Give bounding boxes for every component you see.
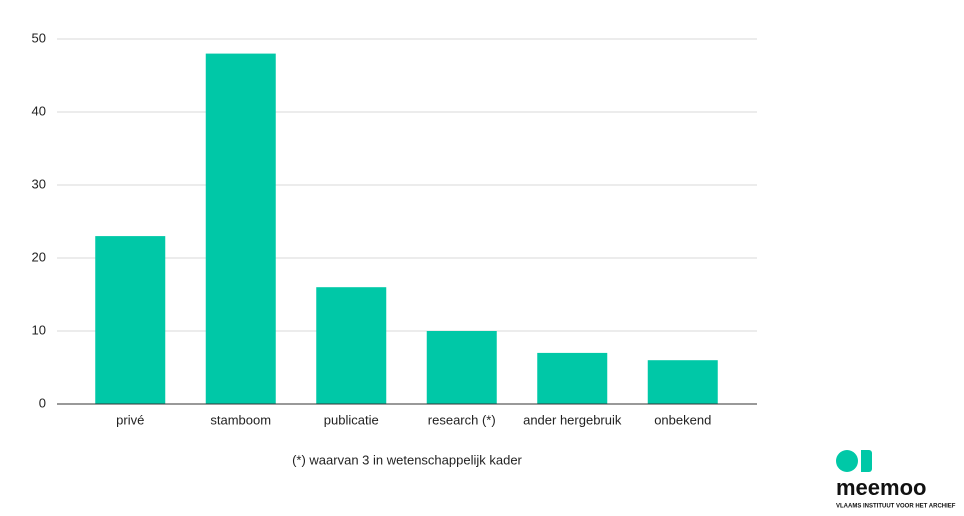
bar [647, 360, 718, 404]
logo: meemoo VLAAMS INSTITUUT VOOR HET ARCHIEF [836, 450, 956, 510]
y-tick-label: 0 [39, 395, 46, 410]
x-tick-label: privé [116, 412, 144, 427]
annotation: (*) waarvan 3 in wetenschappelijk kader [292, 452, 522, 467]
bar [95, 236, 166, 404]
bar [537, 352, 608, 404]
logo-name: meemoo [836, 475, 926, 500]
x-tick-label: publicatie [324, 412, 379, 427]
logo-tagline: VLAAMS INSTITUUT VOOR HET ARCHIEF [836, 504, 956, 510]
x-tick-label: onbekend [654, 412, 711, 427]
y-tick-label: 30 [32, 176, 46, 191]
y-tick-label: 20 [32, 249, 46, 264]
x-tick-label: stamboom [210, 412, 271, 427]
logo-shape [861, 450, 872, 472]
y-tick-label: 50 [32, 30, 46, 45]
y-tick-label: 40 [32, 103, 46, 118]
logo-circle [836, 450, 858, 472]
bar [205, 53, 276, 404]
bar [426, 331, 497, 404]
x-tick-label: ander hergebruik [523, 412, 622, 427]
bar [316, 287, 387, 404]
x-tick-label: research (*) [428, 412, 496, 427]
y-tick-label: 10 [32, 322, 46, 337]
